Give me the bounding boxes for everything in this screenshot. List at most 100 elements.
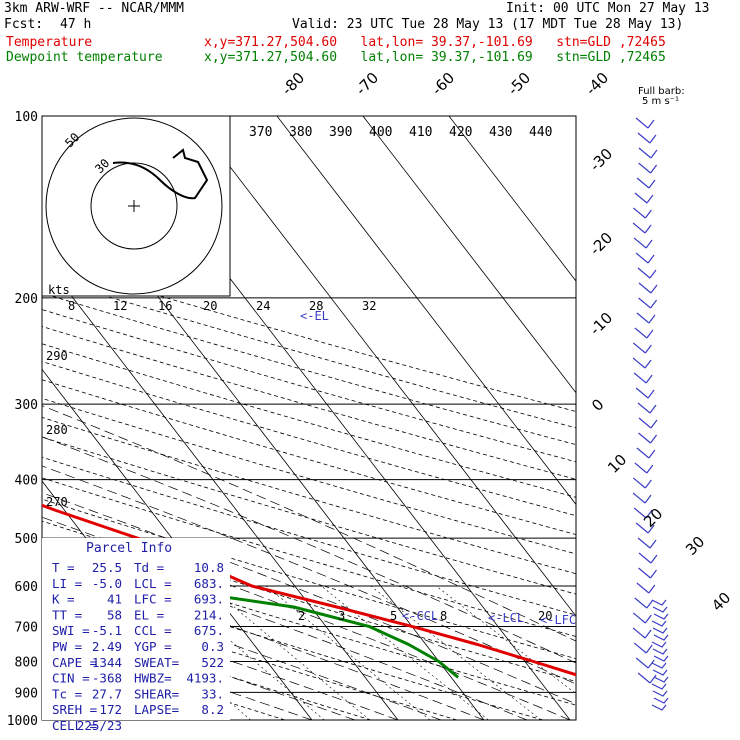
hodograph-speed-label: 20 (203, 299, 217, 313)
wind-barb (637, 672, 657, 684)
parcel-info-box (42, 538, 230, 720)
dewpoint-legend: Dewpoint temperature (6, 50, 163, 65)
temperature-location: x,y=371.27,504.60 lat,lon= 39.37,-101.69… (204, 35, 666, 50)
wind-barb (638, 432, 658, 444)
hodograph-speed-label: 28 (309, 299, 323, 313)
wind-barb (632, 612, 652, 624)
isotherm-label: 0 (588, 395, 607, 414)
wind-barb (632, 222, 652, 234)
wind-barb-shaft (632, 627, 652, 639)
wind-barb (635, 657, 655, 669)
wind-barb-shaft (633, 642, 653, 654)
forecast-label: Fcst: (4, 17, 44, 32)
theta-label: 370 (249, 125, 272, 140)
pressure-tick-label: 800 (15, 655, 38, 670)
parcel-info-cell: YGP = (134, 639, 172, 654)
dewpoint-trace (42, 576, 460, 679)
wind-barb (651, 704, 667, 711)
parcel-info-cell: 214. (194, 607, 224, 622)
parcel-info-cell: 4193. (186, 671, 224, 686)
parcel-info-cell: T = (52, 560, 75, 575)
theta-label: 400 (369, 125, 392, 140)
parcel-info-cell: Td = (134, 560, 164, 575)
isotherm-label: -70 (352, 69, 382, 99)
forecast-hours: 47 h (60, 17, 92, 32)
theta-label: 430 (489, 125, 512, 140)
parcel-info-cell: Tc = (52, 686, 82, 701)
parcel-info-cell: EL = (134, 607, 164, 622)
parcel-info-cell: LI = (52, 576, 82, 591)
pressure-tick-label: 400 (15, 474, 38, 489)
wind-barb (652, 669, 668, 676)
wind-barb (651, 662, 667, 669)
wind-barb (636, 582, 656, 594)
theta-label: 390 (329, 125, 352, 140)
wind-barb (632, 342, 652, 354)
parcel-info-cell: 41 (107, 592, 122, 607)
dry-adiabat (42, 309, 576, 463)
isotherm-label: 30 (682, 533, 708, 559)
theta-label: 440 (529, 125, 552, 140)
wind-barb (634, 327, 654, 339)
pressure-tick-label: 1000 (7, 714, 38, 729)
wind-barb (653, 634, 669, 641)
wind-barb-shaft (637, 132, 657, 144)
isotherm-label: -50 (504, 69, 534, 99)
wind-barb (633, 372, 653, 384)
temperature-legend: Temperature (6, 35, 93, 50)
parcel-info-cell: PW = (52, 639, 82, 654)
wind-barb (635, 252, 655, 264)
wind-barb-shaft (633, 507, 653, 519)
wind-barb (652, 606, 668, 613)
wind-barb-shaft (637, 402, 657, 414)
wind-barb (637, 402, 657, 414)
parcel-info-cell: K = (52, 592, 75, 607)
theta-side-label: 270 (46, 495, 68, 509)
isotherm-label: -10 (586, 309, 616, 339)
dry-adiabat (42, 477, 576, 637)
parcel-info-cell: LFC = (134, 592, 172, 607)
parcel-info-cell: CAPE = (52, 655, 97, 670)
wind-barb-shaft (633, 237, 653, 249)
theta-side-label: 290 (46, 349, 68, 363)
parcel-info-cell: 225/23 (77, 718, 122, 733)
hodograph-speed-label: 32 (362, 299, 376, 313)
mixing-ratio-line (321, 585, 489, 720)
parcel-info-cell: 683. (194, 576, 224, 591)
wind-barb-shaft (635, 522, 655, 534)
wind-barb (634, 192, 654, 204)
wind-barb-shaft (638, 552, 658, 564)
wind-barb-shaft (634, 462, 654, 474)
isotherm-label: 10 (604, 451, 630, 477)
wind-barb (638, 147, 658, 159)
parcel-info-cell: -5.1 (92, 623, 122, 638)
isotherm-line (362, 116, 576, 394)
pressure-tick-label: 700 (15, 620, 38, 635)
wind-barb-shaft (634, 192, 654, 204)
dry-adiabat (42, 260, 576, 412)
parcel-info-cell: 675. (194, 623, 224, 638)
wind-barb (652, 690, 668, 697)
wind-barb-shaft (638, 432, 658, 444)
wind-barb-shaft (632, 612, 652, 624)
theta-label: 380 (289, 125, 312, 140)
isotherm-line (42, 257, 399, 720)
wind-barb (638, 297, 658, 309)
wind-barb (651, 683, 667, 690)
hodograph-speed-label: 8 (68, 299, 75, 313)
parcel-info-cell: SREH = (52, 702, 97, 717)
wind-barb (653, 613, 669, 620)
hodograph-speed-label: 16 (158, 299, 172, 313)
parcel-info-cell: SHEAR= (134, 686, 179, 701)
pressure-tick-label: 200 (15, 292, 38, 307)
dry-adiabat (42, 590, 458, 720)
level-marker: <-CCL (402, 609, 438, 623)
parcel-info-cell: -368 (92, 671, 122, 686)
wind-barb (635, 117, 655, 129)
isotherm-line (190, 116, 576, 617)
parcel-info-cell: 27.7 (92, 686, 122, 701)
wind-barb (653, 655, 669, 662)
level-marker: <-EL (300, 309, 329, 323)
hodograph-trace (112, 148, 209, 200)
